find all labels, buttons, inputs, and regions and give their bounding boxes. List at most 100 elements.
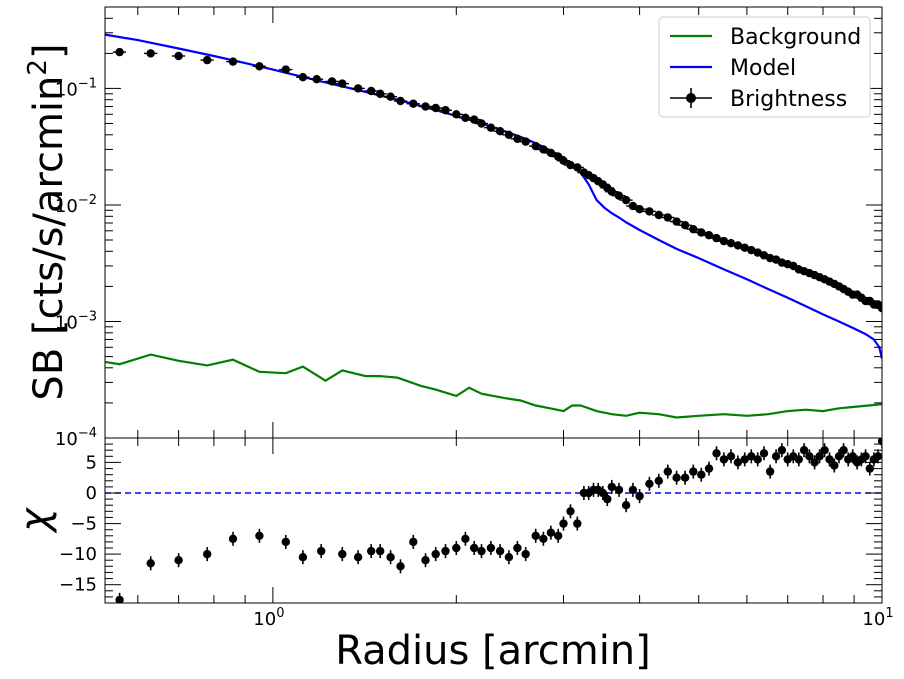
residual-point <box>353 553 363 562</box>
bottom-panel-ticks <box>105 437 883 604</box>
brightness-point <box>327 77 337 86</box>
y-axis-label-sb: SB [cts/s/arcmin2] <box>23 43 72 400</box>
brightness-point <box>531 141 540 151</box>
brightness-point <box>353 84 363 93</box>
residual-point <box>861 452 870 461</box>
brightness-point <box>495 127 505 136</box>
residual-point <box>877 438 882 446</box>
legend-brightness-label: Brightness <box>730 87 847 112</box>
legend-model-label: Model <box>730 56 796 81</box>
residual-point <box>663 467 672 476</box>
residual-point <box>546 528 556 537</box>
residual-point <box>747 452 756 461</box>
residual-point <box>470 543 479 553</box>
residual-point <box>771 452 781 461</box>
brightness-point <box>409 99 418 108</box>
brightness-point <box>486 123 496 132</box>
residual-point <box>146 559 155 568</box>
brightness-point <box>441 106 450 115</box>
residual-point <box>865 464 874 473</box>
brightness-point <box>546 148 556 158</box>
brightness-point <box>614 191 624 200</box>
residual-point <box>810 458 819 467</box>
brightness-point <box>628 201 638 211</box>
chi-tick-label: −15 <box>59 575 97 596</box>
legend-brightness-marker <box>686 93 696 103</box>
brightness-point <box>386 92 395 101</box>
x-tick-label: 100 <box>253 606 284 630</box>
residual-point <box>441 546 450 556</box>
residual-point <box>396 562 405 571</box>
residual-point <box>719 455 729 464</box>
bottom-panel-ytick-labels: 5 0 −5 −10 −15 <box>59 452 97 595</box>
residual-point <box>672 473 681 482</box>
residual-point <box>645 479 654 488</box>
brightness-point <box>621 195 631 205</box>
chi-tick-label: −10 <box>59 544 97 565</box>
brightness-point <box>559 156 568 165</box>
brightness-point <box>452 110 461 119</box>
brightness-point <box>680 221 690 230</box>
brightness-point <box>712 233 721 243</box>
brightness-point <box>396 96 405 106</box>
brightness-point <box>689 225 698 234</box>
brightness-point <box>255 62 264 71</box>
residual-point <box>839 446 848 455</box>
y-tick-label: 10−4 <box>55 426 97 450</box>
residual-point <box>733 458 743 467</box>
residual-point <box>386 553 395 562</box>
residual-point <box>830 461 839 470</box>
residual-point <box>203 549 212 559</box>
brightness-point <box>573 163 582 172</box>
residual-point <box>317 546 326 556</box>
brightness-point <box>174 51 183 61</box>
residual-point <box>281 537 290 547</box>
residual-point <box>759 449 769 458</box>
residual-point <box>255 531 264 540</box>
brightness-point <box>461 113 470 123</box>
chi-tick-label: −5 <box>70 514 97 535</box>
residual-point <box>607 482 616 492</box>
brightness-point <box>367 86 376 96</box>
brightness-point <box>521 137 530 146</box>
brightness-point <box>654 210 663 220</box>
brightness-point <box>115 47 124 57</box>
residual-point <box>689 467 698 476</box>
residual-point <box>815 452 824 461</box>
residual-point <box>753 455 762 464</box>
residual-point <box>115 595 124 603</box>
surface-brightness-panel: 10−1 10−2 10−3 10−4 SB [cts/s/arcmin2] Back… <box>23 6 883 450</box>
residual-point <box>421 556 430 565</box>
residual-point <box>521 549 530 559</box>
y-axis-label-chi: χ <box>12 507 58 534</box>
brightness-point <box>607 187 616 196</box>
residual-point <box>820 446 829 455</box>
x-axis-label: Radius [arcmin] <box>335 628 651 674</box>
residual-point <box>704 464 714 473</box>
residual-point <box>654 476 663 485</box>
residual-point <box>409 537 418 547</box>
brightness-point <box>376 89 385 99</box>
brightness-point <box>877 304 882 313</box>
brightness-point <box>203 55 212 65</box>
brightness-point <box>539 145 548 154</box>
residual-point <box>338 549 347 559</box>
brightness-point <box>312 75 321 84</box>
brightness-point <box>146 49 155 58</box>
brightness-point <box>470 115 479 124</box>
residual-point <box>603 494 612 504</box>
residual-point <box>799 446 809 455</box>
x-tick-labels: 100 101 <box>253 606 893 630</box>
residual-point <box>513 543 522 553</box>
brightness-point <box>281 65 290 74</box>
residual-point <box>298 553 308 562</box>
brightness-point <box>431 103 440 113</box>
residual-point <box>431 549 440 559</box>
residual-point <box>452 543 461 553</box>
residual-point <box>539 534 548 543</box>
surface-brightness-plot-area <box>105 33 882 419</box>
residual-point <box>531 531 540 540</box>
residual-point <box>228 534 238 543</box>
y-tick-label: 10−1 <box>55 76 97 100</box>
